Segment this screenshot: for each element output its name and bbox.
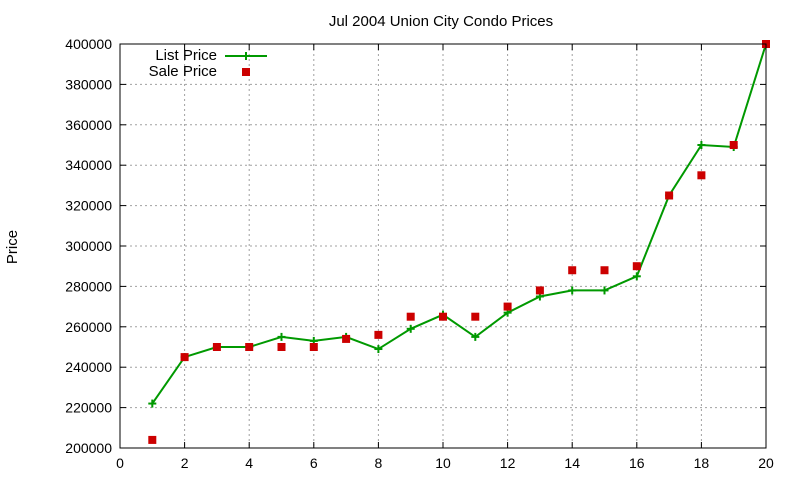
axis-ticks: 0 2 4 6 8 10 12 14 16 18 20 200000 220000 240000 26000… xyxy=(65,36,774,471)
sale-price-point xyxy=(471,312,480,321)
legend: List Price Sale Price xyxy=(149,47,267,80)
y-tick-label: 200000 xyxy=(65,440,112,456)
y-tick-label: 400000 xyxy=(65,36,112,52)
legend-label-list-price: List Price xyxy=(155,47,217,64)
legend-marker-list-price xyxy=(242,52,250,60)
chart-title: Jul 2004 Union City Condo Prices xyxy=(329,13,553,30)
sale-price-point xyxy=(148,435,157,444)
y-tick-label: 380000 xyxy=(65,76,112,92)
list-price-point xyxy=(568,286,577,295)
sale-price-point xyxy=(245,343,254,351)
sale-price-point xyxy=(503,302,512,311)
sale-price-point xyxy=(632,262,641,271)
sale-price-point xyxy=(568,266,577,275)
grid xyxy=(120,44,766,448)
sale-price-point xyxy=(309,343,318,351)
y-tick-label: 360000 xyxy=(65,117,112,133)
sale-price-point xyxy=(729,141,738,149)
x-tick-label: 12 xyxy=(500,455,516,471)
sale-price-point xyxy=(180,353,189,362)
y-tick-label: 240000 xyxy=(65,359,112,375)
legend-sample-list-price xyxy=(225,52,267,60)
list-price-line xyxy=(151,43,767,405)
x-tick-label: 14 xyxy=(564,455,580,471)
plot-series xyxy=(148,40,770,444)
list-price-point xyxy=(632,272,641,281)
list-price-point xyxy=(406,324,415,333)
sale-price-point xyxy=(277,343,286,351)
x-tick-label: 8 xyxy=(375,455,383,471)
y-tick-label: 280000 xyxy=(65,278,112,294)
legend-marker-sale-price xyxy=(242,68,250,76)
sale-price-point xyxy=(665,191,674,200)
y-axis-label: Price xyxy=(4,230,21,264)
list-price-point xyxy=(148,399,157,408)
sale-price-point xyxy=(212,343,221,351)
plot-frame xyxy=(119,43,767,449)
y-tick-label: 300000 xyxy=(65,238,112,254)
list-price-point xyxy=(374,345,383,354)
x-tick-label: 4 xyxy=(245,455,253,471)
x-tick-label: 6 xyxy=(310,455,318,471)
x-tick-label: 16 xyxy=(629,455,645,471)
list-price-point xyxy=(471,332,480,341)
legend-sample-sale-price xyxy=(242,68,250,76)
y-tick-label: 320000 xyxy=(65,198,112,214)
sale-price-point xyxy=(535,286,544,295)
y-tick-label: 260000 xyxy=(65,319,112,335)
sale-price-point xyxy=(342,334,351,343)
sale-price-point xyxy=(406,312,415,321)
legend-label-sale-price: Sale Price xyxy=(149,63,217,80)
sale-price-point xyxy=(600,266,609,275)
y-tick-label: 220000 xyxy=(65,400,112,416)
x-tick-label: 20 xyxy=(758,455,774,471)
sale-price-point xyxy=(374,330,383,339)
x-tick-label: 0 xyxy=(116,455,124,471)
list-price-point xyxy=(277,332,286,341)
x-tick-label: 10 xyxy=(435,455,451,471)
x-tick-label: 18 xyxy=(694,455,710,471)
x-tick-label: 2 xyxy=(181,455,189,471)
sale-price-point xyxy=(439,312,447,321)
list-price-point xyxy=(600,286,609,295)
sale-price-point xyxy=(697,171,706,180)
list-price-point xyxy=(697,141,706,149)
y-tick-label: 340000 xyxy=(65,157,112,173)
